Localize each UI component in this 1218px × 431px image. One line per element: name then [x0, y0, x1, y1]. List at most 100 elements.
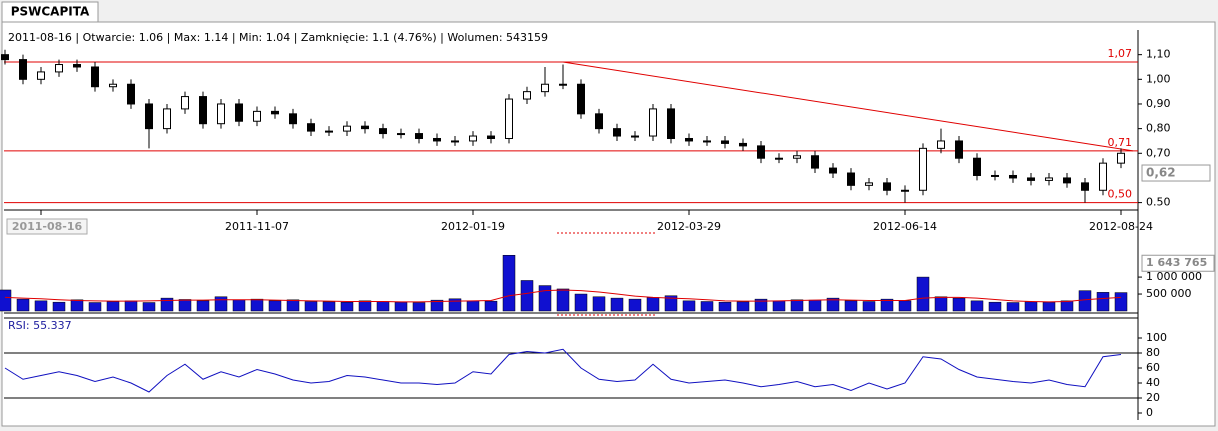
candle-body — [199, 96, 207, 125]
candle-body — [469, 135, 477, 142]
candle-body — [451, 140, 459, 143]
volume-bar — [646, 297, 660, 312]
volume-bar — [1078, 290, 1092, 312]
candle-body — [1045, 177, 1053, 181]
candle-body — [523, 91, 531, 100]
volume-bar — [772, 300, 786, 312]
candle-body — [271, 110, 279, 115]
x-tick-label: 2011-08-16 — [12, 220, 83, 233]
y-tick-label: 0 — [1146, 406, 1153, 419]
volume-bar — [16, 298, 30, 312]
candle-body — [415, 133, 423, 139]
candle-body — [649, 108, 657, 137]
volume-bar — [1060, 300, 1074, 312]
candle-body — [829, 167, 837, 174]
candle-body — [847, 172, 855, 186]
volume-bar — [808, 299, 822, 312]
volume-bar — [1042, 301, 1056, 312]
candle-body — [397, 133, 405, 136]
candle-body — [253, 110, 261, 122]
candle-body — [577, 83, 585, 115]
volume-bar — [106, 301, 120, 312]
volume-bar — [844, 300, 858, 312]
candle-body — [1009, 174, 1017, 179]
volume-bar — [970, 300, 984, 312]
candle-body — [37, 71, 45, 80]
max-label: 1 643 765 — [1146, 256, 1207, 269]
candle-body — [181, 96, 189, 110]
candle-body — [145, 103, 153, 130]
y-tick-label: 100 — [1146, 331, 1167, 344]
volume-bar — [790, 299, 804, 312]
candle-body — [289, 113, 297, 125]
candle-body — [1027, 177, 1035, 181]
volume-bar — [934, 296, 948, 312]
candle-body — [109, 83, 117, 88]
candle-body — [811, 155, 819, 169]
candle-body — [595, 113, 603, 130]
candle-body — [865, 182, 873, 186]
candle-body — [73, 64, 81, 68]
y-tick-label: 1,00 — [1146, 72, 1171, 85]
candle-body — [433, 137, 441, 142]
x-tick-label: 2012-03-29 — [657, 220, 721, 233]
candle-body — [487, 135, 495, 139]
volume-bar — [862, 301, 876, 312]
candle-body — [739, 142, 747, 147]
volume-bar — [196, 300, 210, 312]
level-label: 0,71 — [1108, 136, 1133, 149]
volume-bar — [1024, 301, 1038, 312]
volume-bar — [430, 299, 444, 312]
candle-body — [775, 157, 783, 160]
volume-bar — [142, 302, 156, 312]
candle-body — [217, 103, 225, 125]
candle-body — [685, 137, 693, 142]
candle-body — [703, 140, 711, 143]
candle-body — [721, 140, 729, 144]
candle-body — [955, 140, 963, 159]
level-label: 0,50 — [1108, 188, 1133, 201]
candle-body — [973, 157, 981, 176]
volume-bar — [952, 297, 966, 312]
volume-bar — [502, 254, 516, 312]
volume-bar — [124, 300, 138, 312]
candle-body — [991, 174, 999, 177]
volume-bar — [556, 288, 570, 312]
volume-bar — [880, 298, 894, 312]
volume-bar — [736, 301, 750, 312]
volume-bar — [520, 280, 534, 312]
volume-bar — [916, 276, 930, 312]
volume-bar — [160, 297, 174, 312]
y-tick-label: 0,80 — [1146, 122, 1171, 135]
volume-bar — [178, 299, 192, 312]
x-tick-label: 2012-01-19 — [441, 220, 505, 233]
candle-body — [1117, 152, 1125, 164]
candle-body — [793, 155, 801, 159]
y-tick-label: 1 000 000 — [1146, 270, 1202, 283]
candle-body — [937, 140, 945, 149]
y-tick-label: 1,10 — [1146, 48, 1171, 61]
candle-body — [343, 125, 351, 132]
candle-body — [1063, 177, 1071, 184]
volume-bar — [898, 300, 912, 312]
volume-bar — [88, 302, 102, 312]
y-tick-label: 60 — [1146, 361, 1160, 374]
candle-body — [613, 128, 621, 137]
volume-bar — [538, 285, 552, 312]
candle-body — [379, 128, 387, 135]
candle-body — [325, 130, 333, 133]
volume-bar — [0, 289, 12, 312]
candle-body — [1081, 182, 1089, 191]
candle-body — [91, 66, 99, 88]
volume-bar — [466, 300, 480, 312]
pane-title: RSI: 55.337 — [8, 319, 72, 332]
volume-bar — [250, 298, 264, 312]
volume-bar — [34, 300, 48, 312]
tab-label: PSWCAPITA — [11, 5, 90, 19]
x-tick-label: 2011-11-07 — [225, 220, 289, 233]
volume-bar — [322, 301, 336, 312]
volume-bar — [1114, 292, 1128, 312]
candle-body — [235, 103, 243, 122]
volume-bar — [484, 300, 498, 312]
volume-bar — [592, 296, 606, 312]
